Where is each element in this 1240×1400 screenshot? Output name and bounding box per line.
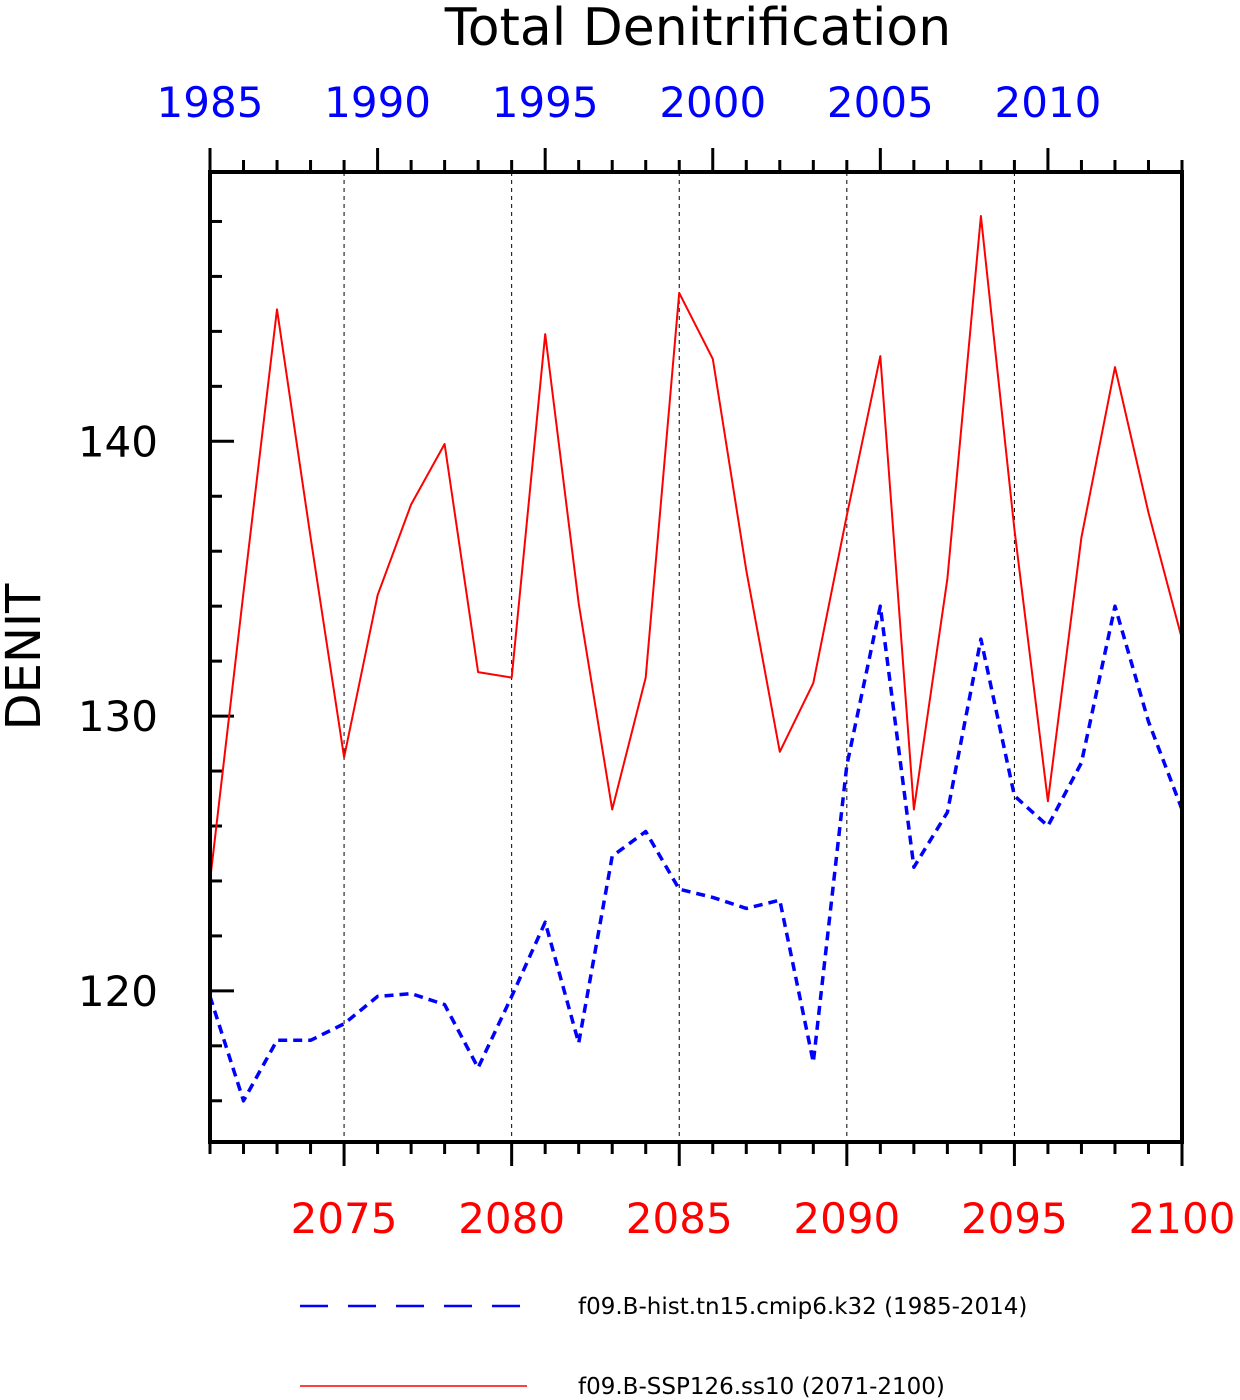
- plot-frame: [208, 170, 1184, 1144]
- vertical-gridlines: [343, 172, 1015, 1142]
- y-tick-label: 130: [78, 692, 158, 741]
- bottom-tick-label: 2090: [793, 1194, 900, 1243]
- y-axis-tick-labels: 120 130 140: [78, 417, 158, 1016]
- axis-ticks: [208, 148, 1184, 1166]
- series-line-1: [208, 604, 1184, 1103]
- legend-label-2: f09.B-SSP126.ss10 (2071-2100): [578, 1374, 945, 1400]
- y-tick-label: 140: [78, 417, 158, 466]
- top-tick-label: 1985: [157, 78, 264, 127]
- bottom-axis-tick-labels: 2075 2080 2085 2090 2095 2100: [291, 1194, 1236, 1243]
- legend-label-1: f09.B-hist.tn15.cmip6.k32 (1985-2014): [578, 1294, 1027, 1320]
- series-lines: [208, 215, 1184, 1103]
- y-tick-label: 120: [78, 967, 158, 1016]
- bottom-tick-label: 2100: [1129, 1194, 1236, 1243]
- legend: f09.B-hist.tn15.cmip6.k32 (1985-2014) f09…: [300, 1294, 1027, 1400]
- top-tick-label: 1995: [492, 78, 599, 127]
- top-tick-label: 2005: [827, 78, 934, 127]
- bottom-tick-label: 2095: [961, 1194, 1068, 1243]
- bottom-tick-label: 2075: [291, 1194, 398, 1243]
- bottom-tick-label: 2085: [626, 1194, 733, 1243]
- bottom-tick-label: 2080: [458, 1194, 565, 1243]
- top-tick-label: 1990: [324, 78, 431, 127]
- chart-title: Total Denitrification: [444, 0, 951, 58]
- top-tick-label: 2010: [994, 78, 1101, 127]
- series-line-2: [209, 215, 1183, 882]
- y-axis-label: DENIT: [0, 583, 52, 730]
- top-axis-tick-labels: 1985 1990 1995 2000 2005 2010: [157, 78, 1102, 127]
- top-tick-label: 2000: [659, 78, 766, 127]
